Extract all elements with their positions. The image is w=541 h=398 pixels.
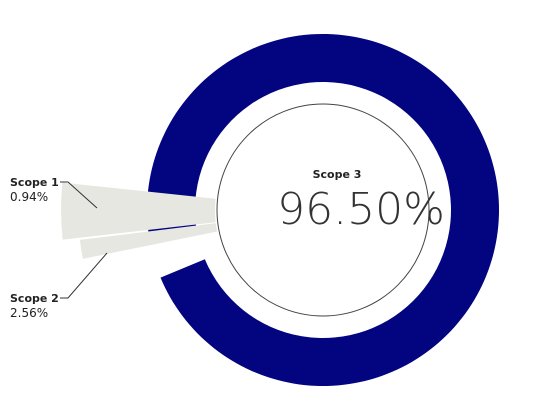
slice-label-value-scope-1: 0.94% [10,190,48,204]
leader-line-scope-2 [60,252,108,299]
center-label-name: Scope 3 [313,168,362,181]
slice-label-name-scope-2: Scope 2 [10,292,59,305]
slice-label-name-scope-1: Scope 1 [10,176,59,189]
donut-ring [61,34,499,387]
donut-hole [217,104,429,316]
slice-labels: Scope 10.94% Scope 22.56% [10,176,108,320]
slice-label-value-scope-2: 2.56% [10,306,48,320]
leader-line-scope-1 [60,181,98,209]
inner-circle [216,103,430,317]
center-label-value: 96.50% [277,184,445,235]
donut-slice-scope-2 [61,182,216,240]
donut-slice-scope-1 [79,223,218,259]
